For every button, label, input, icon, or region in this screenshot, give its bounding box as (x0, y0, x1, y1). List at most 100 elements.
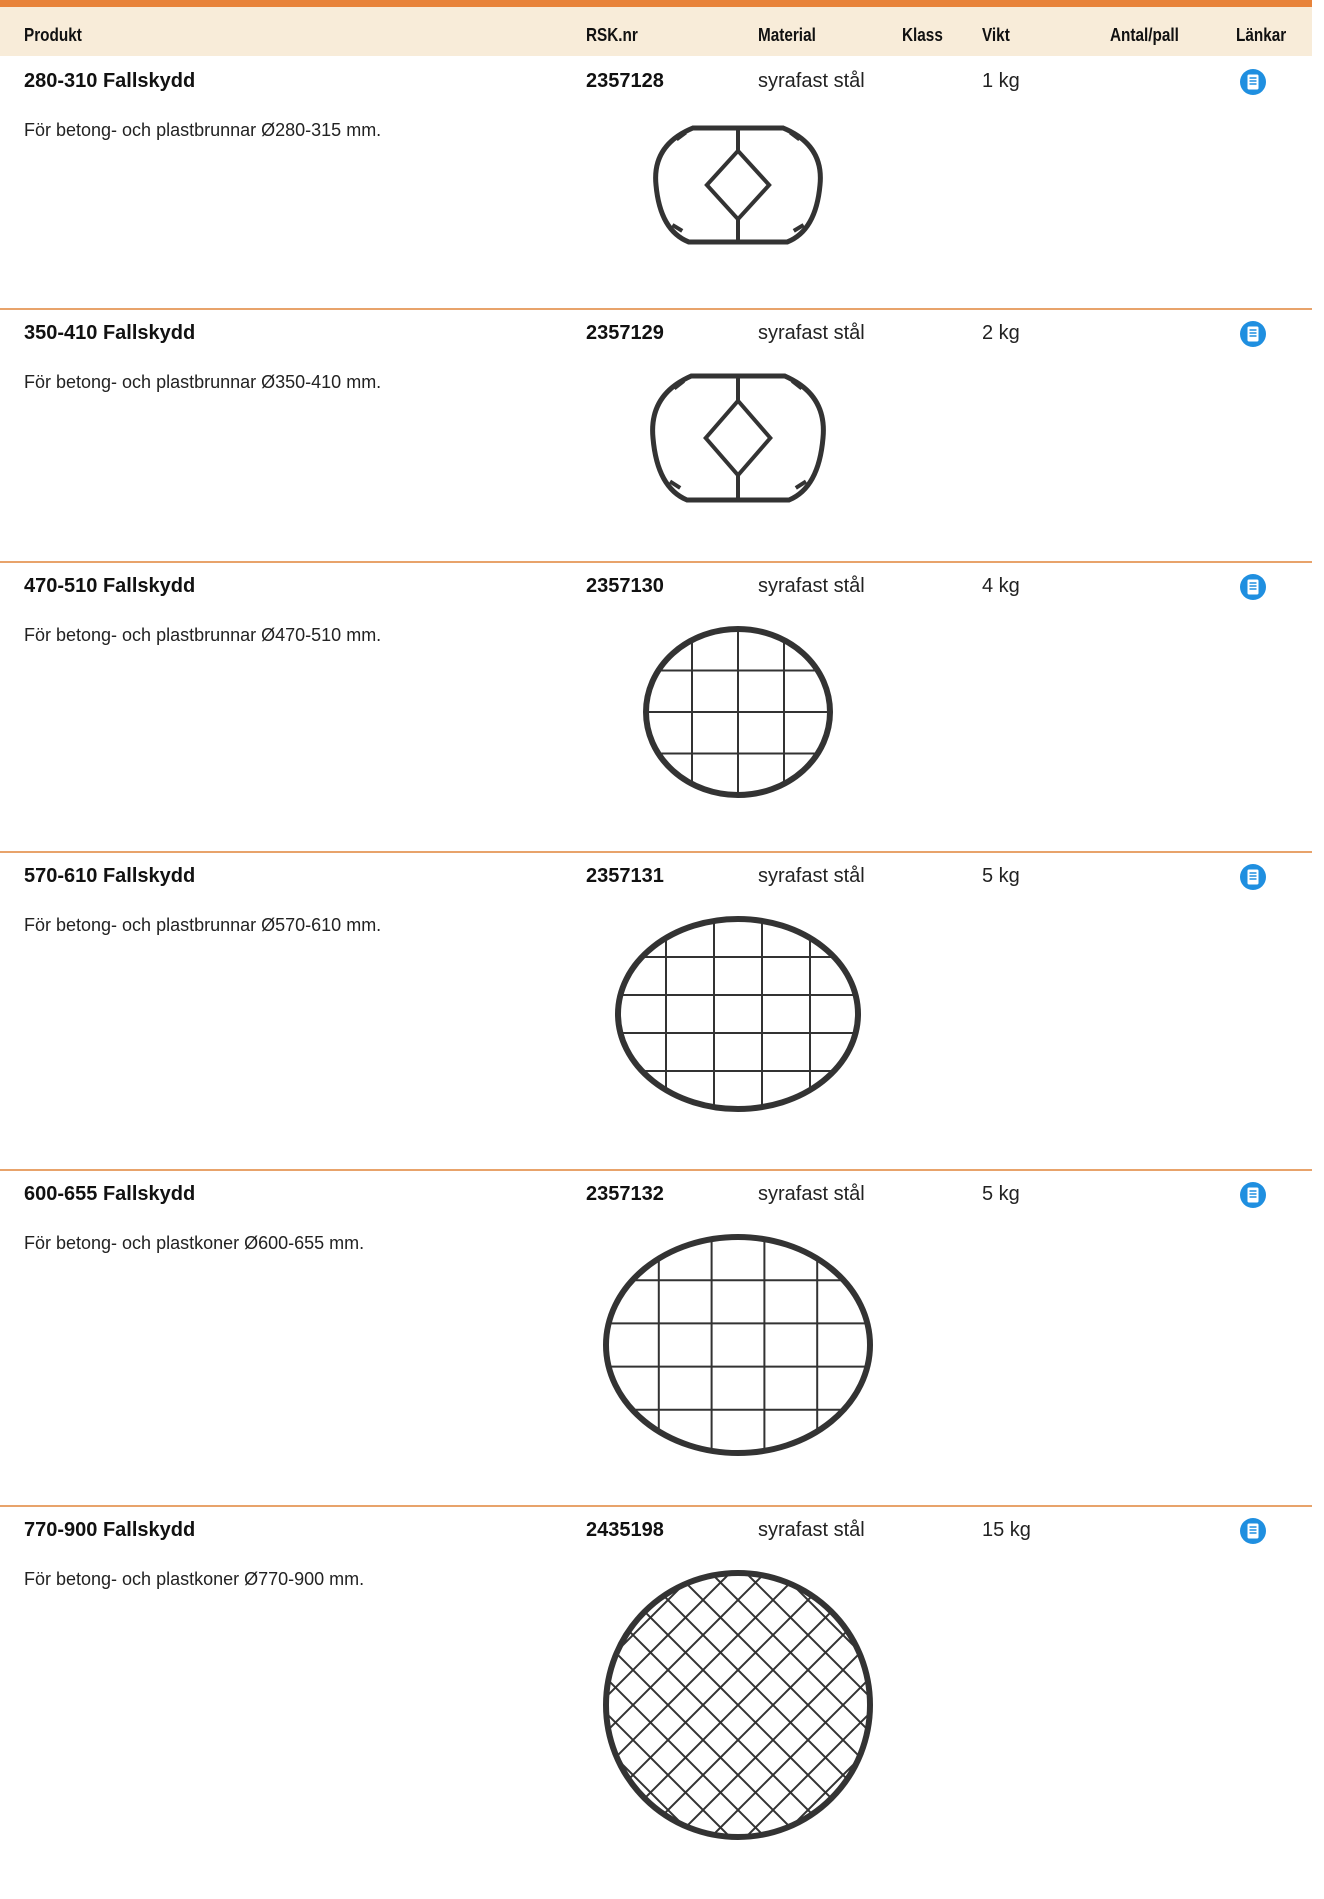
product-name: 280-310 Fallskydd (24, 70, 196, 92)
description: För betong- och plastbrunnar Ø470-510 mm… (24, 625, 382, 645)
image-part (603, 1570, 873, 1840)
material: syrafast stål (758, 322, 865, 344)
product-image (615, 916, 861, 1112)
image-part (1247, 1523, 1259, 1539)
column-header: Länkar (1236, 25, 1287, 45)
image-part (643, 626, 833, 798)
image-part (1247, 1187, 1259, 1203)
image-part (1247, 326, 1259, 342)
image-part (794, 479, 808, 490)
image-part (1247, 579, 1259, 595)
table-header: Produkt RSK.nr Material Klass Vikt Antal/pall… (0, 7, 1312, 56)
image-part (668, 479, 682, 490)
product-image (643, 626, 833, 798)
description: För betong- och plastbrunnar Ø570-610 mm… (24, 915, 382, 935)
image-part (703, 376, 773, 500)
weight: 2 kg (982, 322, 1020, 344)
product-row: 350-410 Fallskydd 2357129 syrafast stål 2 k… (0, 308, 1312, 561)
product-image (603, 1234, 873, 1456)
description: För betong- och plastkoner Ø600-655 mm. (24, 1233, 365, 1253)
image-part (650, 373, 826, 503)
image-part (772, 1573, 870, 1837)
description: För betong- och plastkoner Ø770-900 mm. (24, 1569, 365, 1589)
product-row: 770-900 Fallskydd 2435198 syrafast stål 15 … (0, 1505, 1312, 1899)
product-image (650, 373, 826, 503)
row-separator (0, 1505, 1312, 1507)
image-part (606, 1573, 809, 1837)
weight: 1 kg (982, 70, 1020, 92)
image-part (737, 1573, 870, 1837)
image-part (643, 626, 833, 798)
column-header: Vikt (982, 25, 1010, 45)
image-part (737, 1573, 870, 1837)
product-row: 280-310 Fallskydd 2357128 syrafast stål 1 k… (0, 56, 1312, 308)
image-part (675, 130, 687, 142)
image-part (615, 916, 861, 1112)
image-part (606, 1573, 704, 1837)
rsk-number: 2357131 (586, 865, 664, 887)
image-part (789, 130, 801, 142)
image-part (603, 1570, 873, 1840)
description: För betong- och plastbrunnar Ø280-315 mm… (24, 120, 382, 140)
image-part (615, 916, 861, 1112)
rsk-number: 2357132 (586, 1183, 664, 1205)
document-link[interactable] (1239, 1517, 1267, 1545)
document-link[interactable] (1239, 573, 1267, 601)
document-link[interactable] (1239, 863, 1267, 891)
image-part (1247, 74, 1259, 90)
column-header: Material (758, 25, 816, 45)
image-part (618, 919, 858, 1109)
row-separator (0, 1169, 1312, 1171)
column-header: RSK.nr (586, 25, 638, 45)
product-name: 600-655 Fallskydd (24, 1183, 196, 1205)
image-part (671, 223, 684, 233)
weight: 15 kg (982, 1519, 1031, 1541)
rsk-number: 2435198 (586, 1519, 664, 1541)
document-link[interactable] (1239, 320, 1267, 348)
column-header: Antal/pall (1110, 25, 1179, 45)
image-part (606, 1573, 870, 1837)
document-link[interactable] (1239, 1181, 1267, 1209)
image-part (673, 379, 686, 390)
image-part (790, 379, 803, 390)
image-part (606, 1573, 870, 1837)
image-part (606, 1573, 774, 1837)
image-part (772, 1573, 870, 1837)
material: syrafast stål (758, 70, 865, 92)
column-header: Klass (902, 25, 943, 45)
product-image (603, 1570, 873, 1840)
document-link[interactable] (1239, 68, 1267, 96)
weight: 4 kg (982, 575, 1020, 597)
material: syrafast stål (758, 1183, 865, 1205)
image-part (702, 1573, 870, 1837)
image-part (702, 1573, 870, 1837)
image-part (603, 1234, 873, 1456)
product-row: 570-610 Fallskydd 2357131 syrafast stål 5 k… (0, 851, 1312, 1169)
image-part (606, 1573, 774, 1837)
row-separator (0, 308, 1312, 310)
product-name: 570-610 Fallskydd (24, 865, 196, 887)
weight: 5 kg (982, 1183, 1020, 1205)
image-part (606, 1573, 844, 1837)
image-part (667, 1573, 870, 1837)
image-part (704, 128, 772, 242)
material: syrafast stål (758, 865, 865, 887)
image-part (606, 1573, 739, 1837)
product-row: 600-655 Fallskydd 2357132 syrafast stål 5 k… (0, 1169, 1312, 1505)
image-part (606, 1573, 844, 1837)
product-image (653, 125, 823, 245)
row-separator (0, 561, 1312, 563)
product-name: 350-410 Fallskydd (24, 322, 196, 344)
rsk-number: 2357129 (586, 322, 664, 344)
image-part (653, 125, 823, 245)
image-part (606, 1573, 739, 1837)
weight: 5 kg (982, 865, 1020, 887)
column-header: Produkt (24, 25, 82, 45)
product-name: 470-510 Fallskydd (24, 575, 196, 597)
image-part (792, 223, 805, 233)
image-part (632, 1573, 870, 1837)
material: syrafast stål (758, 1519, 865, 1541)
image-part (653, 125, 823, 245)
image-part (606, 1573, 704, 1837)
row-separator (0, 851, 1312, 853)
